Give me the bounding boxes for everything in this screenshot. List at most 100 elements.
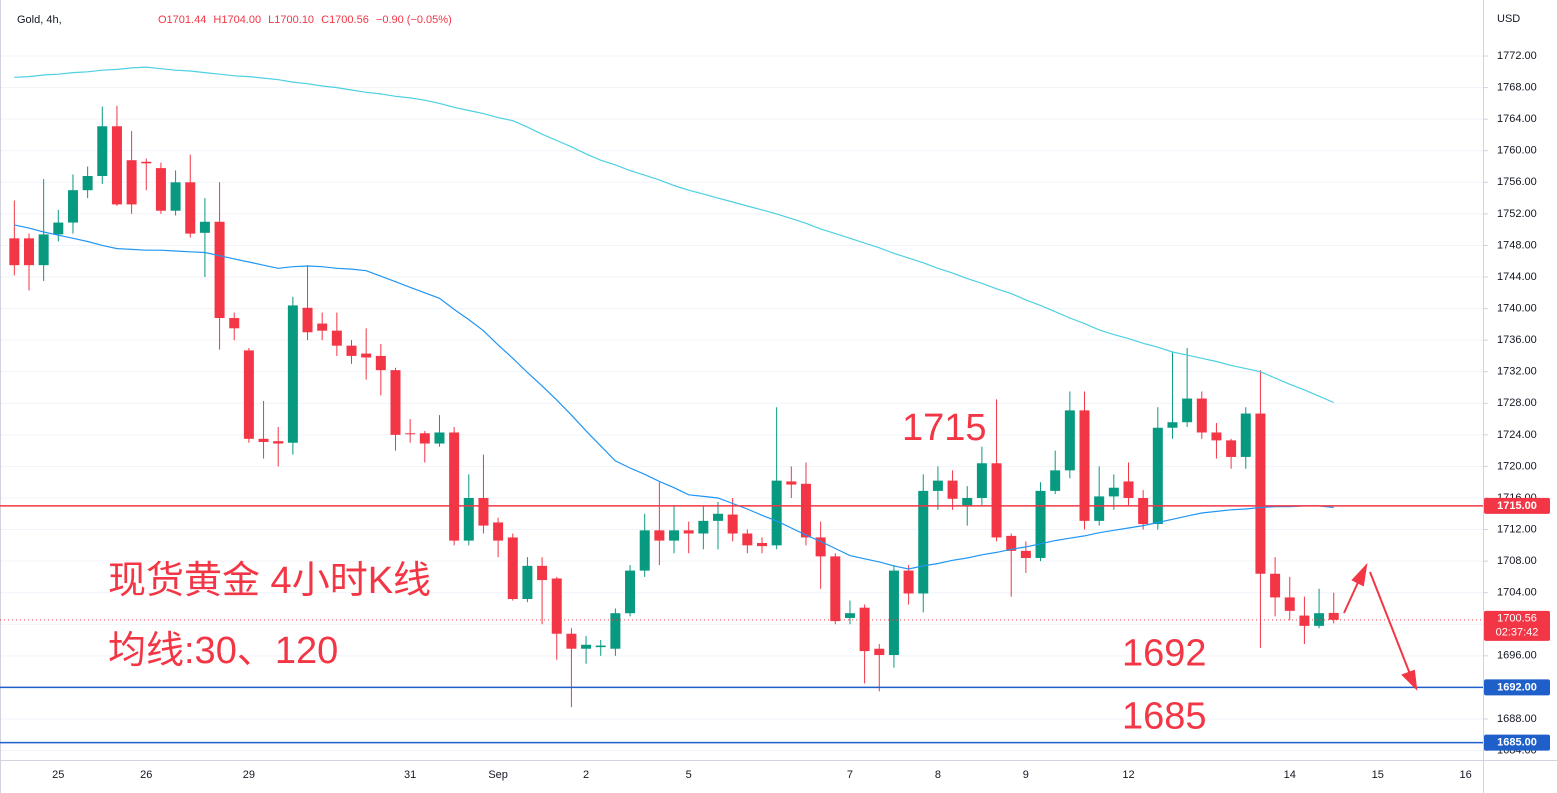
candle-body <box>405 433 416 435</box>
x-tick-label: 29 <box>243 769 255 781</box>
candle-body <box>258 438 269 442</box>
candle-body <box>1270 573 1281 598</box>
last-price-tag <box>1484 610 1550 641</box>
candle-body <box>390 370 401 435</box>
x-tick-label: 15 <box>1372 769 1384 781</box>
candle-body <box>727 514 738 534</box>
x-tick-label: 9 <box>1023 769 1029 781</box>
candle-body <box>844 613 855 618</box>
level-note: 1692 <box>1122 632 1207 674</box>
chart-title: Gold, 4h, <box>17 14 62 26</box>
candle-body <box>302 307 313 333</box>
candle-body <box>214 221 225 319</box>
last-price-label: 1700.56 <box>1497 613 1537 625</box>
candle-body <box>1167 422 1178 428</box>
y-tick-label: 1696.00 <box>1497 650 1537 662</box>
plot-layer <box>9 66 1339 708</box>
arrow-up-shaft <box>1343 577 1361 614</box>
overlay-layer: 1715.00 1715 1692.00 1692 1685.00 1685 1700.56… <box>0 407 1550 751</box>
candle-body <box>185 182 196 234</box>
candle-body <box>1328 612 1339 620</box>
candle-body <box>1035 490 1046 558</box>
axis-layer: 1684.001688.001692.001696.001700.001704.… <box>52 50 1537 781</box>
candle-body <box>581 644 592 649</box>
candle-body <box>1152 427 1163 525</box>
candle-body <box>1020 550 1031 558</box>
y-tick-label: 1756.00 <box>1497 176 1537 188</box>
candle-body <box>551 578 562 634</box>
candle-body <box>229 318 240 329</box>
y-tick-label: 1724.00 <box>1497 429 1537 441</box>
x-tick-label: 12 <box>1122 769 1134 781</box>
candle-body <box>800 483 811 538</box>
y-tick-label: 1704.00 <box>1497 587 1537 599</box>
candle-body <box>698 520 709 534</box>
arrow-up-head <box>1351 562 1368 587</box>
y-tick-label: 1740.00 <box>1497 302 1537 314</box>
high-readout: H1704.00 <box>213 14 261 26</box>
y-tick-label: 1768.00 <box>1497 82 1537 94</box>
candle-body <box>1299 615 1310 626</box>
candle-body <box>932 480 943 491</box>
y-tick-label: 1688.00 <box>1497 713 1537 725</box>
candle-body <box>786 481 797 485</box>
level-note: 1715 <box>902 407 987 449</box>
candle-body <box>683 530 694 534</box>
level-tag <box>1484 497 1550 514</box>
candle-body <box>639 530 650 571</box>
level-tag-label: 1685.00 <box>1497 737 1537 749</box>
candle-body <box>361 353 372 358</box>
low-readout: L1700.10 <box>268 14 314 26</box>
level-tag-label: 1715.00 <box>1497 500 1537 512</box>
candle-body <box>82 175 93 191</box>
y-tick-label: 1736.00 <box>1497 334 1537 346</box>
candle-body <box>1226 440 1237 457</box>
level-note: 1685 <box>1122 696 1207 738</box>
candle-body <box>1255 413 1266 574</box>
candle-body <box>493 522 504 541</box>
candle-body <box>859 607 870 652</box>
arrow-down-shaft <box>1369 571 1411 675</box>
level-tag-label: 1692.00 <box>1497 681 1537 693</box>
y-tick-label: 1748.00 <box>1497 239 1537 251</box>
candle-body <box>742 533 753 546</box>
candle-body <box>273 441 284 444</box>
chart-annotation: 均线:30、120 <box>108 630 338 672</box>
y-tick-label: 1760.00 <box>1497 145 1537 157</box>
y-tick-label: 1764.00 <box>1497 113 1537 125</box>
candle-body <box>625 570 636 614</box>
arrow-down-head <box>1401 669 1418 691</box>
x-tick-label: 5 <box>686 769 692 781</box>
candle-body <box>991 463 1002 538</box>
y-tick-label: 1712.00 <box>1497 523 1537 535</box>
candle-body <box>478 497 489 526</box>
candle-body <box>507 537 518 600</box>
y-tick-label: 1772.00 <box>1497 50 1537 62</box>
candle-body <box>771 480 782 546</box>
ohlc-readout: O1701.44 H1704.00 L1700.10 C1700.56 −0.9… <box>158 14 452 26</box>
candle-body <box>67 190 78 223</box>
candle-body <box>830 556 841 622</box>
candle-body <box>1196 398 1207 433</box>
candle-body <box>1050 470 1061 491</box>
forecast-arrows <box>1343 562 1418 691</box>
candle-body <box>1182 398 1193 423</box>
candle-body <box>947 480 958 499</box>
candle-body <box>141 161 152 164</box>
candle-body <box>419 433 430 444</box>
y-tick-label: 1728.00 <box>1497 397 1537 409</box>
candle-body <box>815 537 826 557</box>
candle-body <box>97 126 108 176</box>
candle-body <box>1108 487 1119 497</box>
candle-body <box>38 234 49 266</box>
candle-body <box>1064 410 1075 471</box>
candle-body <box>756 542 767 547</box>
x-tick-label: Sep <box>488 769 508 781</box>
candle-body <box>126 160 137 205</box>
level-tag <box>1484 679 1550 696</box>
candle-body <box>713 513 724 521</box>
candle-body <box>918 490 929 594</box>
